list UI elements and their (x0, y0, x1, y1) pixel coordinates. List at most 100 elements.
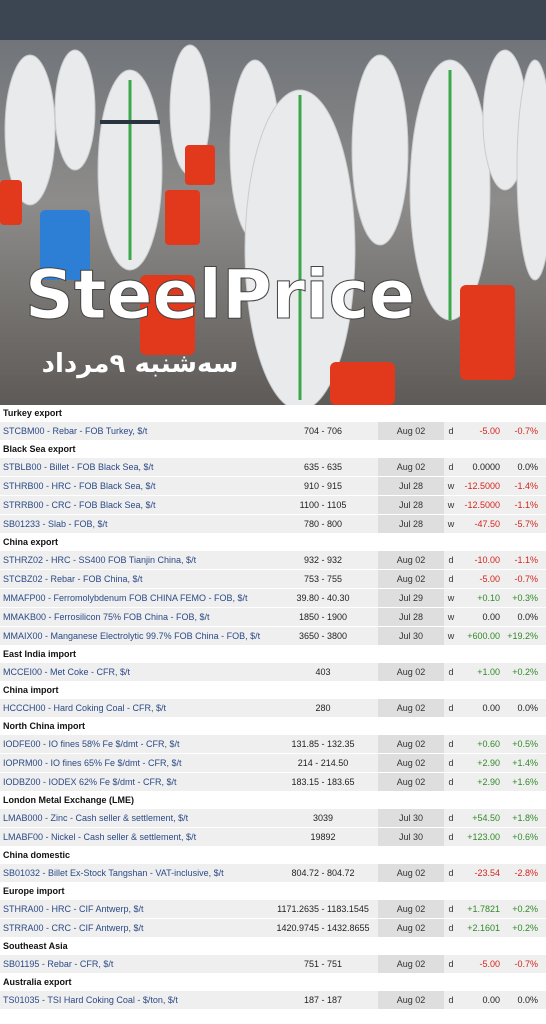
change-percent: +0.5% (503, 734, 541, 754)
price-range: 3039 (268, 808, 378, 828)
frequency: w (444, 607, 458, 627)
section-header: China import (0, 681, 546, 699)
date: Jul 28 (378, 514, 444, 534)
price-row: MMAIX00 - Manganese Electrolytic 99.7% F… (0, 626, 546, 646)
price-range: 1171.2635 - 1183.1545 (268, 899, 378, 919)
frequency: d (444, 990, 458, 1010)
spacer (541, 808, 546, 828)
change-percent: +1.6% (503, 772, 541, 792)
change: +1.7821 (458, 899, 503, 919)
section-header: London Metal Exchange (LME) (0, 791, 546, 809)
change-percent: 0.0% (503, 698, 541, 718)
frequency: d (444, 918, 458, 938)
price-row: STHRZ02 - HRC - SS400 FOB Tianjin China,… (0, 550, 546, 570)
change-percent: +0.2% (503, 899, 541, 919)
price-range: 804.72 - 804.72 (268, 863, 378, 883)
symbol-name: SB01195 - Rebar - CFR, $/t (0, 954, 268, 974)
section-header: China domestic (0, 846, 546, 864)
date: Aug 02 (378, 421, 444, 441)
frequency: d (444, 421, 458, 441)
symbol-name: SB01032 - Billet Ex-Stock Tangshan - VAT… (0, 863, 268, 883)
symbol-name: MCCEI00 - Met Coke - CFR, $/t (0, 662, 268, 682)
date: Jul 28 (378, 476, 444, 496)
price-row: SB01233 - Slab - FOB, $/t 780 - 800 Jul 28… (0, 514, 546, 534)
change: +2.1601 (458, 918, 503, 938)
date: Aug 02 (378, 662, 444, 682)
symbol-name: HCCCH00 - Hard Coking Coal - CFR, $/t (0, 698, 268, 718)
price-row: STCBM00 - Rebar - FOB Turkey, $/t 704 - 7… (0, 421, 546, 441)
spacer (541, 421, 546, 441)
frequency: d (444, 827, 458, 847)
price-range: 635 - 635 (268, 457, 378, 477)
section-title: China export (0, 533, 546, 551)
change: +1.00 (458, 662, 503, 682)
price-row: STRRB00 - CRC - FOB Black Sea, $/t 1100 -… (0, 495, 546, 515)
symbol-name: STHRA00 - HRC - CIF Antwerp, $/t (0, 899, 268, 919)
change-percent: -2.8% (503, 863, 541, 883)
frequency: d (444, 662, 458, 682)
section-header: North China import (0, 717, 546, 735)
change: +0.10 (458, 588, 503, 608)
section-title: Turkey export (0, 405, 546, 422)
symbol-name: STCBM00 - Rebar - FOB Turkey, $/t (0, 421, 268, 441)
change: -23.54 (458, 863, 503, 883)
price-range: 932 - 932 (268, 550, 378, 570)
change: -5.00 (458, 421, 503, 441)
date: Jul 28 (378, 495, 444, 515)
symbol-name: MMAIX00 - Manganese Electrolytic 99.7% F… (0, 626, 268, 646)
banner-title: SteelPrice (25, 256, 415, 335)
spacer (541, 550, 546, 570)
spacer (541, 588, 546, 608)
price-range: 1100 - 1105 (268, 495, 378, 515)
symbol-name: TS01035 - TSI Hard Coking Coal - $/ton, … (0, 990, 268, 1010)
price-row: STHRB00 - HRC - FOB Black Sea, $/t 910 - … (0, 476, 546, 496)
change: -12.5000 (458, 476, 503, 496)
price-table: Turkey export STCBM00 - Rebar - FOB Turke… (0, 405, 546, 1010)
price-row: STHRA00 - HRC - CIF Antwerp, $/t 1171.263… (0, 899, 546, 919)
price-row: IODBZ00 - IODEX 62% Fe $/dmt - CFR, $/t 1… (0, 772, 546, 792)
date: Jul 30 (378, 626, 444, 646)
price-range: 704 - 706 (268, 421, 378, 441)
date: Jul 30 (378, 827, 444, 847)
price-range: 910 - 915 (268, 476, 378, 496)
price-row: STCBZ02 - Rebar - FOB China, $/t 753 - 75… (0, 569, 546, 589)
change: 0.00 (458, 607, 503, 627)
section-title: China import (0, 681, 546, 699)
date: Aug 02 (378, 863, 444, 883)
spacer (541, 698, 546, 718)
change: -5.00 (458, 954, 503, 974)
price-row: MMAFP00 - Ferromolybdenum FOB CHINA FEMO… (0, 588, 546, 608)
date: Aug 02 (378, 753, 444, 773)
change-percent: +0.2% (503, 662, 541, 682)
frequency: w (444, 495, 458, 515)
change: +123.00 (458, 827, 503, 847)
price-range: 1850 - 1900 (268, 607, 378, 627)
symbol-name: LMABF00 - Nickel - Cash seller & settlem… (0, 827, 268, 847)
date: Jul 28 (378, 607, 444, 627)
date: Aug 02 (378, 734, 444, 754)
section-title: Southeast Asia (0, 937, 546, 955)
price-row: MMAKB00 - Ferrosilicon 75% FOB China - F… (0, 607, 546, 627)
frequency: d (444, 954, 458, 974)
price-row: MCCEI00 - Met Coke - CFR, $/t 403 Aug 02 d +… (0, 662, 546, 682)
symbol-name: STHRZ02 - HRC - SS400 FOB Tianjin China,… (0, 550, 268, 570)
symbol-name: MMAFP00 - Ferromolybdenum FOB CHINA FEMO… (0, 588, 268, 608)
spacer (541, 990, 546, 1010)
change-percent: -1.4% (503, 476, 541, 496)
section-header: China export (0, 533, 546, 551)
change-percent: +1.8% (503, 808, 541, 828)
price-row: SB01032 - Billet Ex-Stock Tangshan - VAT… (0, 863, 546, 883)
change: 0.0000 (458, 457, 503, 477)
change-percent: -0.7% (503, 569, 541, 589)
price-range: 403 (268, 662, 378, 682)
section-header: Australia export (0, 973, 546, 991)
spacer (541, 457, 546, 477)
spacer (541, 899, 546, 919)
spacer (541, 569, 546, 589)
change: 0.00 (458, 990, 503, 1010)
date: Aug 02 (378, 954, 444, 974)
section-title: Australia export (0, 973, 546, 991)
section-title: North China import (0, 717, 546, 735)
date: Aug 02 (378, 550, 444, 570)
